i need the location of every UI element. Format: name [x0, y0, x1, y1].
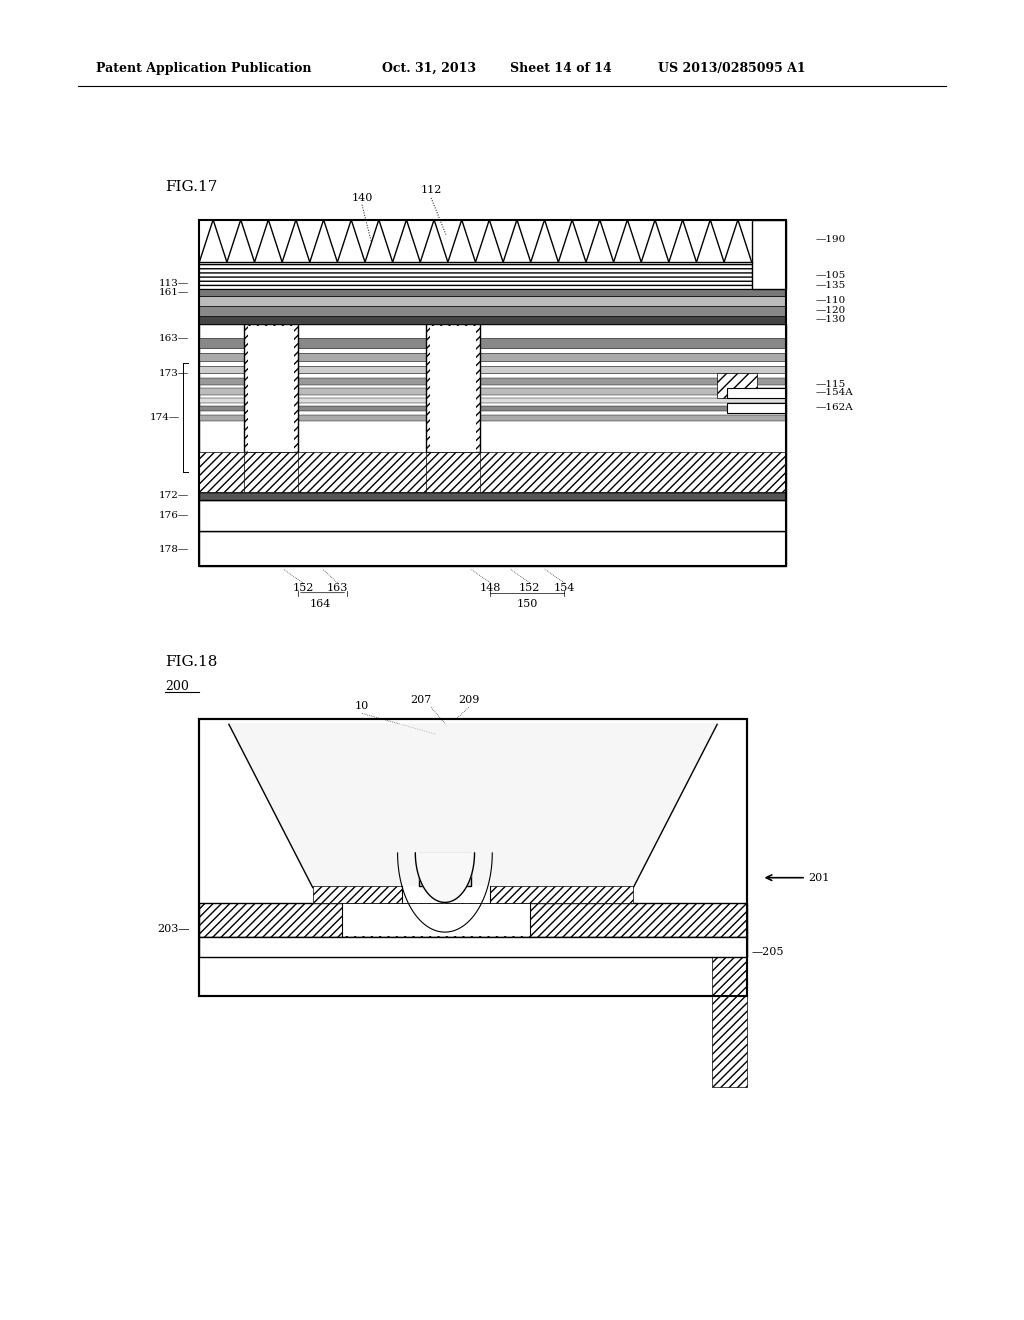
Bar	[200, 296, 786, 306]
Text: —120: —120	[816, 306, 846, 315]
Text: 173—: 173—	[159, 368, 189, 378]
Bar	[200, 532, 786, 566]
Bar	[200, 323, 786, 492]
Text: 140: 140	[351, 193, 373, 203]
Bar	[200, 719, 746, 997]
Polygon shape	[229, 725, 717, 887]
Text: 164: 164	[310, 599, 332, 609]
Text: —190: —190	[816, 235, 846, 244]
Bar	[200, 306, 786, 315]
Text: FIG.17: FIG.17	[165, 180, 217, 194]
Bar	[200, 492, 786, 500]
Polygon shape	[416, 853, 474, 903]
Text: 176—: 176—	[159, 511, 189, 520]
Text: 113—: 113—	[159, 280, 189, 289]
Bar	[244, 453, 298, 492]
Bar	[727, 403, 786, 413]
Text: Sheet 14 of 14: Sheet 14 of 14	[510, 62, 611, 75]
Bar	[752, 219, 786, 289]
Bar	[200, 315, 786, 323]
Bar	[713, 903, 746, 1088]
Text: Patent Application Publication: Patent Application Publication	[95, 62, 311, 75]
Text: 152: 152	[292, 583, 313, 593]
Text: —115: —115	[816, 380, 846, 389]
Bar	[200, 219, 786, 566]
Text: 209: 209	[458, 694, 479, 705]
Bar	[200, 500, 786, 532]
Text: 161—: 161—	[159, 288, 189, 297]
Text: —130: —130	[816, 315, 846, 325]
Text: Oct. 31, 2013: Oct. 31, 2013	[382, 62, 476, 75]
Text: 203—: 203—	[157, 924, 189, 935]
Text: 174—: 174—	[150, 413, 179, 422]
Bar	[200, 414, 786, 421]
Text: 163—: 163—	[159, 334, 189, 343]
Bar	[200, 289, 786, 296]
Bar	[200, 397, 786, 403]
Bar	[312, 886, 633, 903]
Text: 112: 112	[421, 185, 441, 195]
Bar	[430, 326, 476, 453]
Bar	[200, 354, 786, 362]
Bar	[200, 937, 746, 957]
Bar	[426, 323, 480, 453]
Bar	[244, 323, 298, 453]
Text: 178—: 178—	[159, 545, 189, 553]
Bar	[248, 326, 294, 453]
Bar	[200, 338, 786, 348]
Bar	[200, 378, 786, 385]
Text: 163: 163	[327, 583, 348, 593]
Text: US 2013/0285095 A1: US 2013/0285095 A1	[658, 62, 806, 75]
Bar	[200, 388, 786, 395]
Bar	[727, 388, 786, 397]
Text: —154A: —154A	[816, 388, 854, 397]
Bar	[200, 903, 746, 937]
Text: FIG.18: FIG.18	[165, 655, 217, 669]
Bar	[717, 374, 757, 397]
Text: —162A: —162A	[816, 403, 854, 412]
Text: 148: 148	[479, 583, 501, 593]
Text: 152: 152	[519, 583, 541, 593]
Bar	[200, 263, 752, 289]
Bar	[200, 366, 786, 374]
Bar	[200, 453, 786, 492]
Text: 154: 154	[554, 583, 574, 593]
Text: —135: —135	[816, 281, 846, 290]
Text: 207: 207	[411, 694, 432, 705]
Text: —205: —205	[752, 946, 784, 957]
Text: 201: 201	[808, 873, 829, 883]
Text: —110: —110	[816, 296, 846, 305]
Bar	[200, 719, 746, 997]
Text: —105: —105	[816, 271, 846, 280]
Text: 150: 150	[517, 599, 539, 609]
Bar	[200, 405, 786, 411]
Text: 10: 10	[355, 701, 370, 711]
Bar	[342, 904, 529, 936]
Polygon shape	[200, 219, 752, 263]
Bar	[419, 853, 471, 886]
Bar	[401, 886, 490, 903]
Text: 172—: 172—	[159, 491, 189, 500]
Text: 200: 200	[165, 680, 188, 693]
Bar	[426, 453, 480, 492]
